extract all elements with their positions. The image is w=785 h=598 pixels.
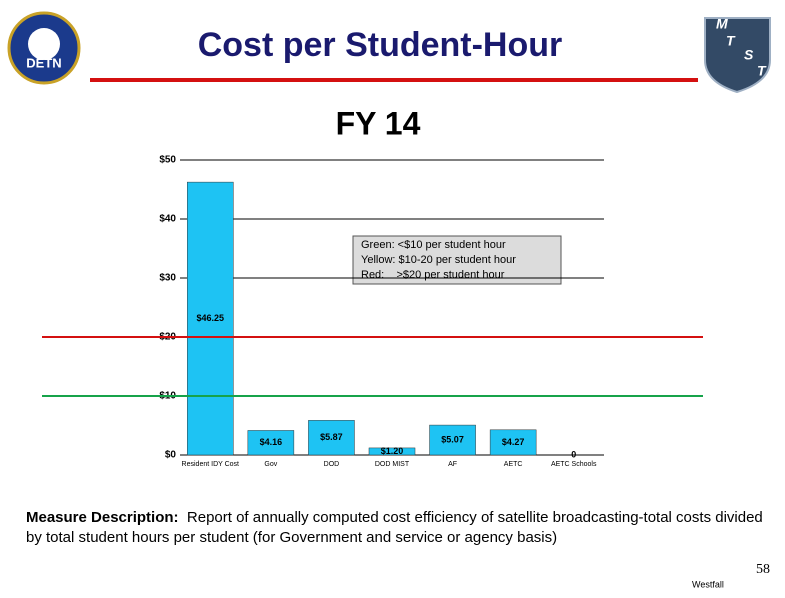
bar bbox=[187, 181, 234, 456]
value-label: 0 bbox=[571, 449, 576, 459]
x-tick-label: AETC Schools bbox=[551, 461, 597, 468]
description-label: Measure Description: bbox=[26, 509, 179, 526]
bar bbox=[247, 430, 295, 456]
bar bbox=[368, 447, 416, 456]
x-tick-label: DOD bbox=[324, 461, 340, 468]
x-tick-label: AF bbox=[448, 461, 457, 468]
logo-letter: T bbox=[726, 33, 736, 49]
y-tick-label: $40 bbox=[159, 214, 176, 225]
author: Westfall bbox=[692, 579, 724, 589]
measure-description: Measure Description: Report of annually … bbox=[26, 508, 766, 548]
x-tick-label: AETC bbox=[504, 461, 523, 468]
description-text: Report of annually computed cost efficie… bbox=[26, 509, 763, 546]
logo-letter: M bbox=[716, 16, 728, 32]
logo-letter: S bbox=[744, 47, 754, 63]
x-tick-label: Resident IDY Cost bbox=[182, 461, 240, 468]
bar bbox=[489, 429, 537, 456]
chart-title: Cost per Student-Hour bbox=[198, 26, 563, 64]
bar bbox=[429, 424, 476, 456]
logo-left: DETN bbox=[7, 11, 81, 85]
logo-right: M T S T bbox=[704, 16, 771, 94]
legend-box bbox=[352, 235, 562, 285]
value-label: $46.25 bbox=[197, 313, 225, 323]
value-label: $4.27 bbox=[502, 437, 525, 447]
bar bbox=[308, 420, 355, 456]
logo-text: DETN bbox=[26, 55, 61, 70]
value-label: $4.16 bbox=[260, 437, 283, 447]
y-tick-label: $50 bbox=[159, 155, 176, 166]
legend-line: Red: >$20 per student hour bbox=[361, 269, 505, 281]
x-tick-label: Gov bbox=[264, 461, 277, 468]
legend-line: Green: <$10 per student hour bbox=[361, 239, 506, 251]
y-tick-label: $30 bbox=[159, 273, 176, 284]
logo-letter: T bbox=[757, 63, 767, 79]
value-label: $5.87 bbox=[320, 432, 343, 442]
y-tick-label: $0 bbox=[165, 450, 177, 461]
x-tick-label: DOD MIST bbox=[375, 461, 410, 468]
legend-line: Yellow: $10-20 per student hour bbox=[361, 254, 516, 266]
page-number: 58 bbox=[756, 562, 770, 577]
legend-note: Green: <$10 per student hour Yellow: $10… bbox=[352, 235, 562, 285]
chart-subtitle: FY 14 bbox=[336, 105, 421, 141]
value-label: $1.20 bbox=[381, 446, 404, 456]
value-label: $5.07 bbox=[441, 434, 464, 444]
